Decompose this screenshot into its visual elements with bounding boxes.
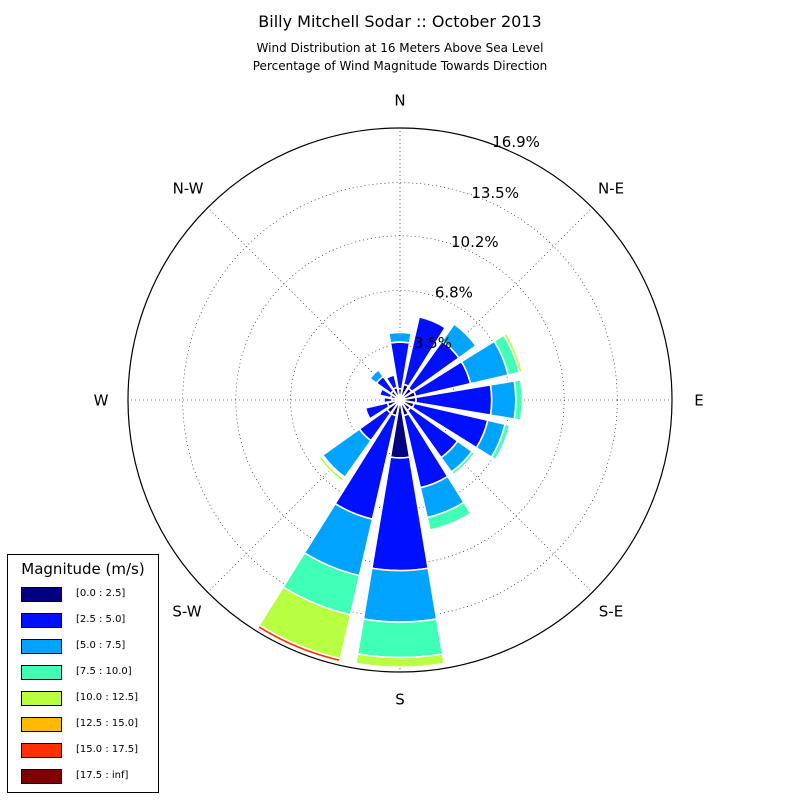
radial-tick-label-1: 6.8% (435, 283, 473, 301)
bar-dir4-bin3 (513, 378, 524, 422)
direction-label-6: W (94, 392, 109, 410)
bar-dir1-bin1 (402, 315, 447, 388)
legend-swatch-4 (21, 691, 62, 706)
bar-dir11-bin1 (364, 401, 391, 420)
frame-layer (127, 127, 673, 673)
label-layer: N N-E E S-E S S-W W N-W 3.5% 6.8% 10.2% 13.5% 16.9% (94, 92, 704, 709)
grid-spoke-5 (207, 399, 401, 593)
direction-label-2: E (694, 392, 703, 410)
bar-dir9-bin6 (256, 624, 342, 663)
grid-spoke-1 (399, 207, 593, 401)
legend-title: Magnitude (m/s) (21, 560, 145, 578)
bar-dir10-bin4 (317, 454, 346, 483)
bars-layer (256, 315, 524, 668)
legend-swatch-0 (21, 587, 62, 602)
legend-swatch-5 (21, 717, 62, 732)
bar-dir3-bin4 (502, 332, 524, 374)
chart-title: Billy Mitchell Sodar :: October 2013 (258, 12, 542, 31)
legend-label-1: [2.5 : 5.0] (76, 614, 126, 625)
legend-label-7: [17.5 : inf] (76, 770, 129, 781)
bar-dir12-bin1 (383, 396, 393, 404)
bar-dir5-bin4 (494, 424, 513, 462)
bar-dir7-bin3 (426, 501, 472, 532)
legend-swatch-1 (21, 613, 62, 628)
legend-label-2: [5.0 : 7.5] (76, 640, 126, 651)
bar-dir14-bin3 (367, 367, 380, 380)
outer-frame (127, 127, 673, 673)
bar-dir15-bin1 (385, 373, 399, 391)
bar-dir6-bin3 (450, 450, 476, 476)
legend-label-6: [15.0 : 17.5] (76, 744, 139, 755)
radial-tick-label-3: 13.5% (471, 184, 519, 202)
chart-subtitle-1: Wind Distribution at 16 Meters Above Sea… (256, 41, 544, 55)
direction-label-1: N-E (598, 180, 624, 198)
bar-dir13-bin1 (378, 387, 393, 399)
legend-swatch-6 (21, 743, 62, 758)
bar-dir8-bin4 (354, 653, 446, 668)
legend-swatch-3 (21, 665, 62, 680)
legend-swatch-2 (21, 639, 62, 654)
direction-label-5: S-W (172, 603, 201, 621)
grid-circle-3 (182, 182, 618, 618)
legend-label-5: [12.5 : 15.0] (76, 718, 139, 729)
legend-label-0: [0.0 : 2.5] (76, 588, 126, 599)
chart-subtitle-2: Percentage of Wind Magnitude Towards Dir… (252, 59, 548, 73)
bar-dir2-bin3 (453, 321, 479, 347)
direction-label-4: S (395, 691, 405, 709)
bar-dir8-bin2 (362, 567, 438, 623)
direction-label-7: N-W (173, 180, 204, 198)
bar-dir0-bin2 (387, 331, 413, 344)
direction-label-0: N (394, 92, 405, 110)
radial-tick-label-4: 16.9% (492, 133, 540, 151)
bar-dir4-bin2 (489, 379, 517, 421)
legend-label-4: [10.0 : 12.5] (76, 692, 139, 703)
grid-spoke-7 (207, 207, 401, 401)
bar-dir8-bin3 (356, 618, 444, 659)
radial-tick-label-0: 3.5% (414, 334, 452, 352)
direction-label-3: S-E (599, 603, 623, 621)
legend-swatch-7 (21, 769, 62, 784)
grid-spoke-3 (399, 399, 593, 593)
radial-tick-label-2: 10.2% (451, 233, 499, 251)
legend-label-3: [7.5 : 10.0] (76, 666, 132, 677)
legend: Magnitude (m/s) [0.0 : 2.5] [2.5 : 5.0] [5… (7, 554, 159, 793)
